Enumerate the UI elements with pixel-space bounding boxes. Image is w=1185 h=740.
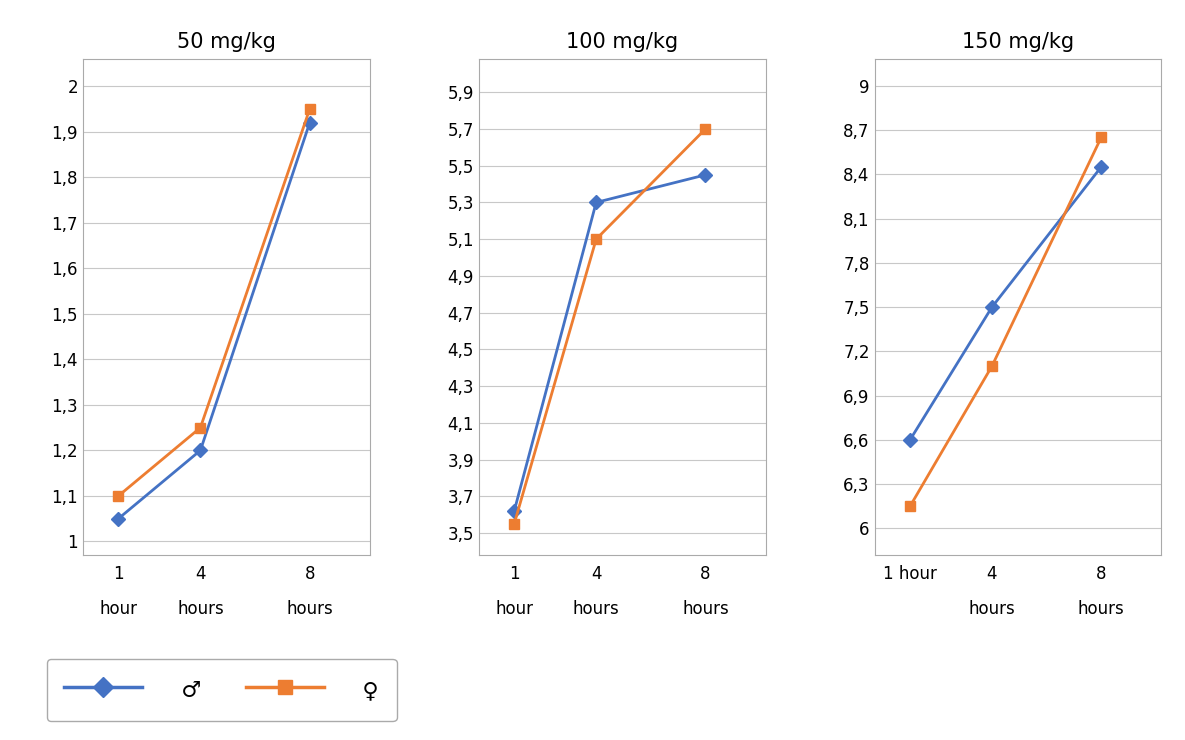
Text: 1: 1 xyxy=(508,565,519,583)
Text: 4: 4 xyxy=(987,565,998,583)
Text: 8: 8 xyxy=(700,565,711,583)
Text: hour: hour xyxy=(495,599,533,618)
Text: 4: 4 xyxy=(196,565,206,583)
Text: 1 hour: 1 hour xyxy=(883,565,937,583)
Legend:    ♂,    ♀: ♂, ♀ xyxy=(46,659,397,722)
Text: 1: 1 xyxy=(113,565,123,583)
Text: 8: 8 xyxy=(305,565,315,583)
Text: 4: 4 xyxy=(591,565,602,583)
Text: hour: hour xyxy=(100,599,137,618)
Title: 150 mg/kg: 150 mg/kg xyxy=(962,32,1074,52)
Text: hours: hours xyxy=(287,599,333,618)
Text: 8: 8 xyxy=(1096,565,1107,583)
Text: hours: hours xyxy=(968,599,1016,618)
Text: hours: hours xyxy=(177,599,224,618)
Title: 100 mg/kg: 100 mg/kg xyxy=(566,32,678,52)
Title: 50 mg/kg: 50 mg/kg xyxy=(177,32,276,52)
Text: hours: hours xyxy=(683,599,729,618)
Text: hours: hours xyxy=(1078,599,1125,618)
Text: hours: hours xyxy=(572,599,620,618)
